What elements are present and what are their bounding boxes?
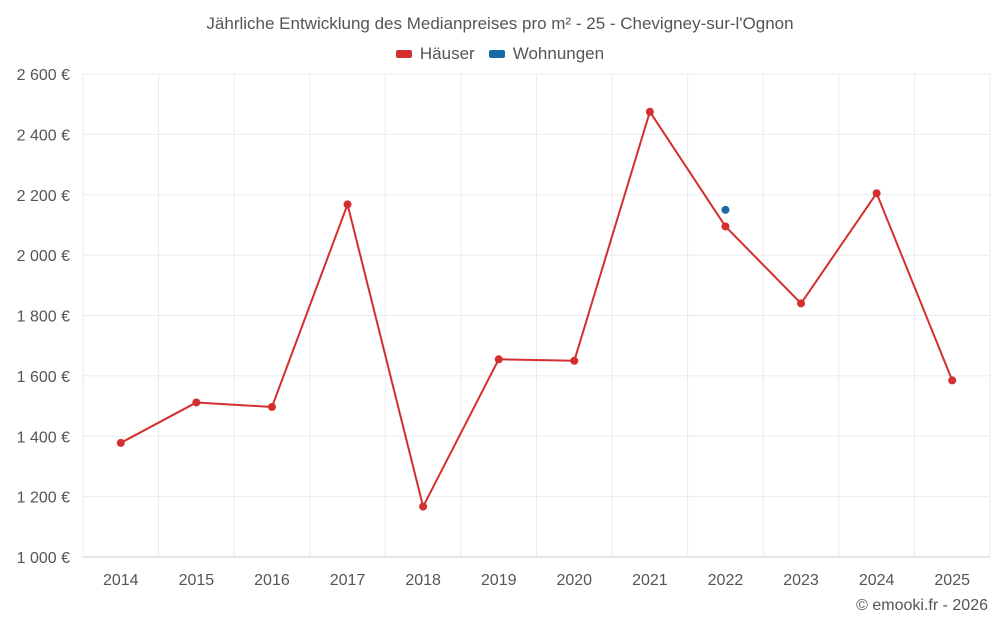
data-point-haeuser bbox=[721, 222, 730, 231]
x-tick-label: 2015 bbox=[179, 572, 215, 589]
y-tick-label: 1 600 € bbox=[17, 369, 70, 386]
x-tick-label: 2017 bbox=[330, 572, 366, 589]
x-tick-label: 2025 bbox=[934, 572, 970, 589]
x-tick-label: 2023 bbox=[783, 572, 819, 589]
series-line-haeuser bbox=[120, 110, 954, 508]
data-point-haeuser bbox=[192, 398, 201, 407]
data-point-haeuser bbox=[267, 402, 276, 411]
legend-label-wohnungen: Wohnungen bbox=[512, 44, 605, 63]
y-tick-label: 2 600 € bbox=[17, 67, 70, 84]
legend-item-wohnungen[interactable]: Wohnungen bbox=[488, 44, 605, 64]
x-tick-label: 2022 bbox=[708, 572, 744, 589]
x-tick-label: 2021 bbox=[632, 572, 668, 589]
y-tick-label: 1 000 € bbox=[17, 550, 70, 567]
x-tick-label: 2016 bbox=[254, 572, 290, 589]
legend: Häuser Wohnungen bbox=[0, 44, 1000, 64]
y-tick-label: 2 400 € bbox=[17, 127, 70, 144]
x-tick-label: 2014 bbox=[103, 572, 139, 589]
y-tick-label: 2 200 € bbox=[17, 188, 70, 205]
data-point-haeuser bbox=[797, 299, 806, 308]
x-tick-label: 2018 bbox=[405, 572, 441, 589]
data-point-haeuser bbox=[872, 189, 881, 198]
data-point-haeuser bbox=[494, 355, 503, 364]
y-tick-label: 1 800 € bbox=[17, 309, 70, 326]
y-tick-label: 1 400 € bbox=[17, 429, 70, 446]
legend-item-haeuser[interactable]: Häuser bbox=[395, 44, 475, 64]
x-tick-label: 2024 bbox=[859, 572, 895, 589]
copyright-credit: © emooki.fr - 2026 bbox=[856, 597, 988, 614]
data-point-haeuser bbox=[343, 200, 352, 209]
data-point-haeuser bbox=[116, 438, 125, 447]
x-tick-label: 2020 bbox=[556, 572, 592, 589]
y-tick-label: 1 200 € bbox=[17, 490, 70, 507]
data-point-haeuser bbox=[645, 107, 654, 116]
y-tick-label: 2 000 € bbox=[17, 248, 70, 265]
legend-swatch-haeuser bbox=[395, 50, 412, 58]
data-point-haeuser bbox=[948, 376, 957, 385]
x-tick-label: 2019 bbox=[481, 572, 517, 589]
legend-swatch-wohnungen bbox=[488, 50, 505, 58]
data-point-wohnungen bbox=[721, 205, 730, 214]
legend-label-haeuser: Häuser bbox=[419, 44, 475, 63]
data-point-haeuser bbox=[419, 502, 428, 511]
chart-title: Jährliche Entwicklung des Medianpreises … bbox=[206, 14, 794, 33]
data-point-haeuser bbox=[570, 356, 579, 365]
